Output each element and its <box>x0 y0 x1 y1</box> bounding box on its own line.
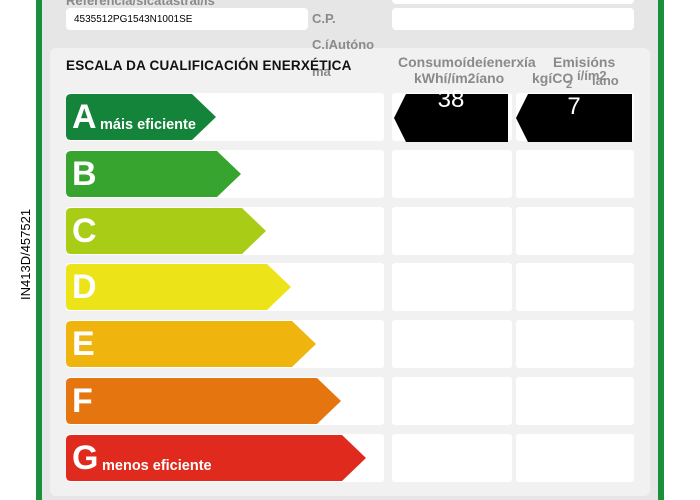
rating-bar-f: F <box>66 378 341 424</box>
consumo-cell <box>392 434 512 482</box>
rating-bar-e: E <box>66 321 316 367</box>
consumo-cell <box>392 150 512 198</box>
rating-bar-caption: máis eficiente <box>100 117 196 133</box>
emisions-cell <box>516 434 634 482</box>
frame-border-right <box>658 0 664 500</box>
consumo-cell <box>392 207 512 255</box>
consumo-cell <box>392 263 512 311</box>
frame-border-left <box>36 0 42 500</box>
emisions-header-sub2: 2 <box>566 79 573 91</box>
emisions-cell <box>516 377 634 425</box>
consumo-cell <box>392 320 512 368</box>
emisions-cell <box>516 320 634 368</box>
emisions-value: 7 <box>567 93 581 120</box>
ca-label-line2: ma <box>312 64 331 79</box>
rating-bar-c: C <box>66 208 266 254</box>
scale-title: ESCALA DA CUALIFICACIÓN ENERXÉTICA <box>66 58 352 73</box>
rating-letter: A <box>72 98 97 136</box>
consumo-cell <box>392 377 512 425</box>
emisions-header-line2a: kgíCO <box>532 70 574 86</box>
rating-letter: G <box>72 439 99 477</box>
cp-label: C.P. <box>312 11 336 26</box>
rating-letter: C <box>72 212 97 250</box>
emisions-header-line2b: í/ím2 <box>577 68 607 83</box>
rating-bar-b: B <box>66 151 241 197</box>
emisions-cell <box>516 263 634 311</box>
consumo-rating-box: 38 <box>394 86 508 142</box>
emisions-header-line2d: íano <box>592 73 619 88</box>
consumo-rating-badge <box>394 94 508 142</box>
top-right-field <box>392 0 634 4</box>
ca-label-line1: C.íAutóno <box>312 37 375 52</box>
referencia-value: 4535512PG1543N1001SE <box>74 14 193 25</box>
consumo-header-line1: Consumoídeíenerxía <box>398 54 536 70</box>
emisions-cell <box>516 207 634 255</box>
emisions-rating-box: 7 <box>516 93 632 142</box>
emisions-header-line1: Emisións <box>553 54 616 70</box>
consumo-header-line2: kWhí/ím2íano <box>414 70 505 86</box>
emisions-cell <box>516 150 634 198</box>
rating-bar-caption: menos eficiente <box>102 458 212 474</box>
rating-letter: B <box>72 155 97 193</box>
rating-bar-d: D <box>66 264 291 310</box>
emisions-rating-badge <box>516 94 632 142</box>
rating-letter: F <box>72 382 93 420</box>
rating-letter: E <box>72 325 95 363</box>
document-side-code: IN413D/457521 <box>18 208 33 300</box>
referencia-label: Referencia/sicatastral/is <box>66 0 215 8</box>
rating-letter: D <box>72 268 97 306</box>
referencia-field <box>66 8 308 30</box>
consumo-value: 38 <box>437 86 465 113</box>
cp-field <box>392 8 634 30</box>
